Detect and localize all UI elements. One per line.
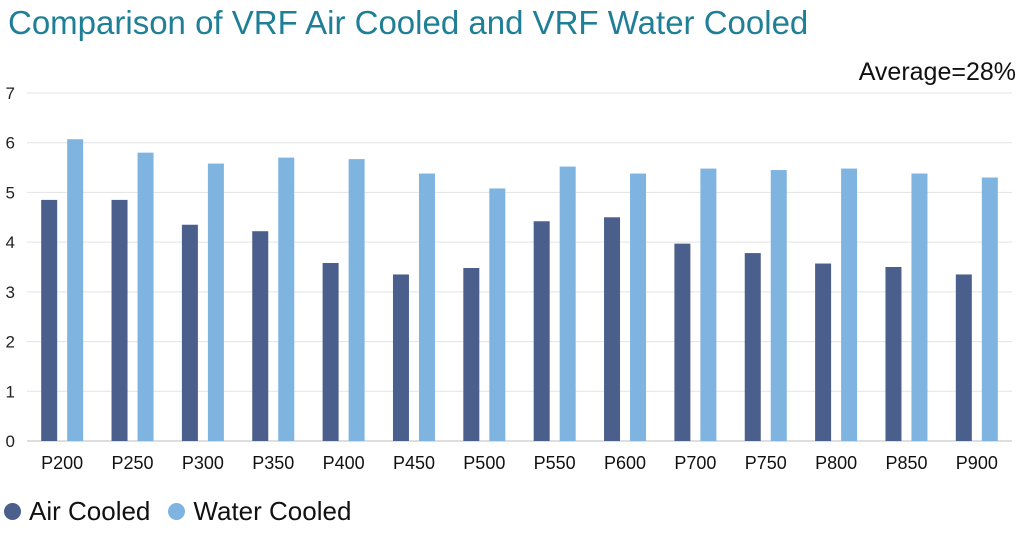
legend: Air Cooled Water Cooled <box>4 496 369 527</box>
bar-air-cooled-p550 <box>533 221 550 441</box>
y-tick-label: 5 <box>6 183 15 202</box>
bar-air-cooled-p400 <box>322 263 339 441</box>
y-tick-label: 6 <box>6 134 15 153</box>
y-tick-label: 3 <box>6 283 15 302</box>
x-tick-label: P700 <box>674 453 716 473</box>
x-tick-label: P250 <box>112 453 154 473</box>
bars <box>41 139 998 442</box>
x-tick-label: P550 <box>534 453 576 473</box>
x-tick-label: P800 <box>815 453 857 473</box>
x-tick-label: P500 <box>463 453 505 473</box>
bar-water-cooled-p750 <box>770 170 787 442</box>
bar-water-cooled-p500 <box>489 188 506 441</box>
bar-air-cooled-p200 <box>41 199 58 441</box>
x-axis-ticks: P200 P250 P300 P350 P400 P450 P500 P550 P600 P700… <box>41 453 998 473</box>
bar-air-cooled-p250 <box>111 199 128 441</box>
y-tick-label: 2 <box>6 333 15 352</box>
legend-item-water-cooled: Water Cooled <box>168 496 351 527</box>
legend-label-water-cooled: Water Cooled <box>193 496 352 526</box>
x-tick-label: P850 <box>885 453 927 473</box>
bar-water-cooled-p800 <box>841 168 858 441</box>
y-tick-label: 1 <box>6 382 15 401</box>
legend-swatch-water-cooled <box>168 503 186 520</box>
bar-air-cooled-p500 <box>463 267 480 441</box>
bar-water-cooled-p350 <box>278 157 295 441</box>
bar-water-cooled-p600 <box>630 173 647 441</box>
y-tick-label: 4 <box>6 233 15 252</box>
bar-water-cooled-p300 <box>207 163 224 441</box>
x-tick-label: P900 <box>956 453 998 473</box>
bar-water-cooled-p850 <box>911 173 928 441</box>
bar-air-cooled-p750 <box>744 253 761 441</box>
bar-water-cooled-p550 <box>559 166 576 441</box>
x-tick-label: P450 <box>393 453 435 473</box>
bar-air-cooled-p800 <box>815 263 832 441</box>
bar-air-cooled-p700 <box>674 243 691 441</box>
x-tick-label: P600 <box>604 453 646 473</box>
x-tick-label: P350 <box>252 453 294 473</box>
x-tick-label: P300 <box>182 453 224 473</box>
bar-air-cooled-p350 <box>252 231 269 441</box>
x-tick-label: P750 <box>745 453 787 473</box>
bar-air-cooled-p300 <box>181 224 198 441</box>
y-tick-label: 7 <box>6 84 15 103</box>
bar-air-cooled-p450 <box>392 274 409 441</box>
bar-air-cooled-p600 <box>604 217 621 441</box>
y-axis-ticks: 0 1 2 3 4 5 6 7 <box>6 84 15 451</box>
bar-water-cooled-p400 <box>348 159 365 441</box>
gridlines <box>27 92 1012 442</box>
x-tick-label: P400 <box>323 453 365 473</box>
x-tick-label: P200 <box>41 453 83 473</box>
legend-item-air-cooled: Air Cooled <box>4 496 150 527</box>
chart-title: Comparison of VRF Air Cooled and VRF Wat… <box>8 4 809 41</box>
bar-water-cooled-p250 <box>137 152 154 441</box>
bar-water-cooled-p700 <box>700 168 717 441</box>
legend-label-air-cooled: Air Cooled <box>29 496 151 526</box>
bar-water-cooled-p200 <box>67 139 84 441</box>
bar-water-cooled-p450 <box>418 173 435 441</box>
legend-swatch-air-cooled <box>4 503 21 520</box>
average-annotation: Average=28% <box>858 58 1016 86</box>
bar-air-cooled-p850 <box>885 267 902 441</box>
bar-water-cooled-p900 <box>981 177 998 441</box>
bar-air-cooled-p900 <box>955 274 972 441</box>
y-tick-label: 0 <box>6 432 15 451</box>
